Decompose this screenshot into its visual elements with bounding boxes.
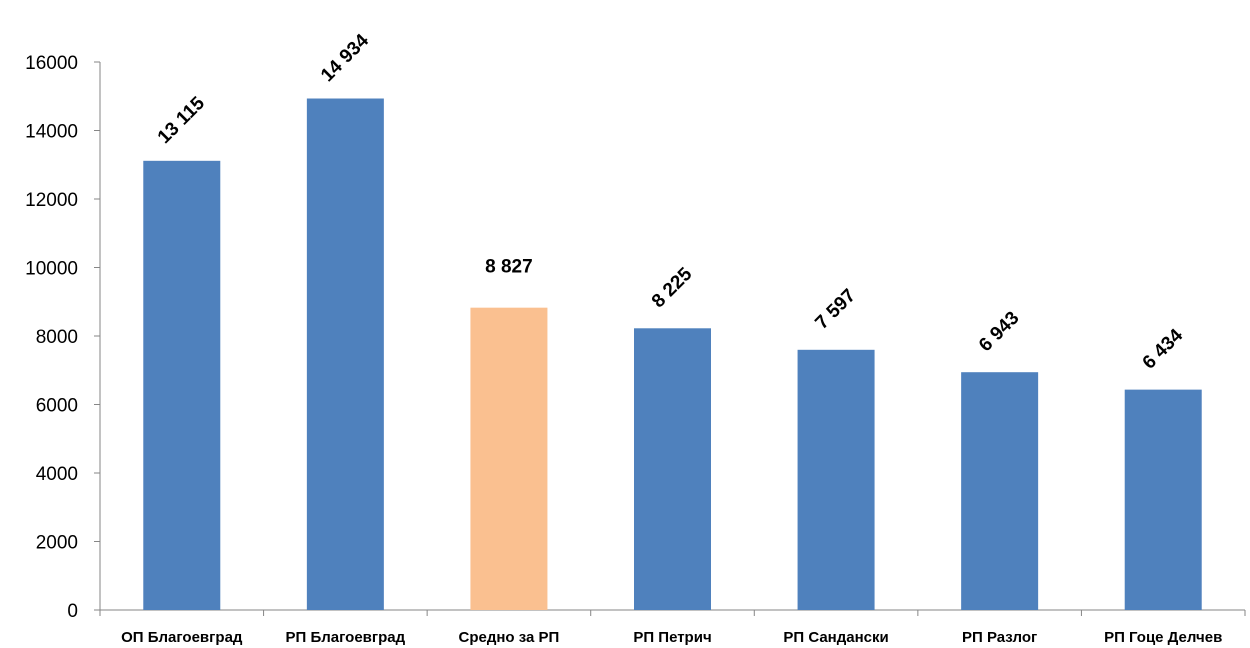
x-tick-label: РП Благоевград [286, 629, 406, 646]
y-tick-label: 2000 [36, 533, 78, 554]
bar [143, 160, 221, 610]
y-tick-label: 12000 [25, 190, 78, 211]
data-label: 6 943 [975, 308, 1023, 356]
y-tick-label: 0 [67, 601, 78, 622]
x-tick-label: РП Сандански [783, 629, 888, 646]
bar [634, 328, 711, 610]
bar [470, 307, 548, 610]
bar [306, 98, 384, 610]
y-tick-label: 6000 [36, 396, 78, 417]
bar [1124, 389, 1202, 610]
x-tick-label: РП Разлог [962, 629, 1037, 646]
x-tick-label: ОП Благоевград [121, 629, 243, 646]
bar [961, 372, 1039, 610]
data-label: 14 934 [317, 30, 373, 86]
bars [143, 98, 1202, 610]
y-tick-label: 8000 [36, 327, 78, 348]
x-tick-label: Средно за РП [459, 629, 560, 646]
x-tick-label: РП Гоце Делчев [1104, 629, 1222, 646]
y-tick-label: 10000 [25, 259, 78, 280]
data-label: 8 225 [648, 263, 697, 312]
x-tick-label: РП Петрич [633, 629, 711, 646]
data-label: 6 434 [1139, 325, 1188, 374]
y-tick-label: 4000 [36, 464, 78, 485]
data-label: 8 827 [485, 257, 533, 278]
data-label: 13 115 [154, 93, 210, 149]
y-tick-label: 16000 [25, 53, 78, 74]
x-axis-labels: ОП Благоевград РП Благоевград Средно за РП… [99, 610, 1246, 646]
data-label: 7 597 [811, 285, 859, 333]
y-axis-ticks: 0 2000 4000 6000 8000 10000 12000 14000 16000 [25, 53, 100, 622]
bar [797, 349, 875, 610]
y-tick-label: 14000 [25, 122, 78, 143]
